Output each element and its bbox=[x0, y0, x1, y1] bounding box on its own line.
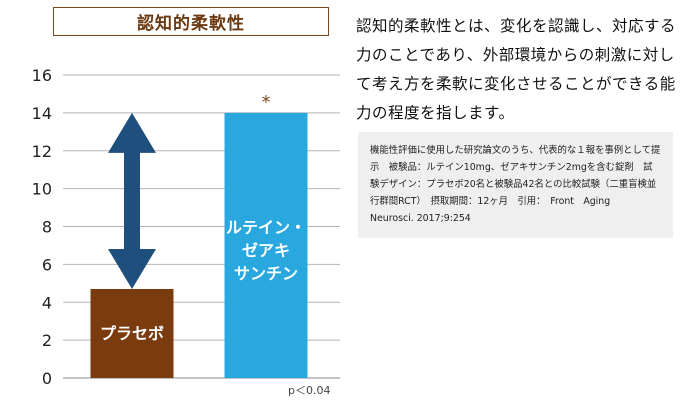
bar-label: ゼアキ bbox=[242, 241, 290, 260]
bar-label: ルテイン・ bbox=[226, 218, 306, 237]
y-tick-label: 0 bbox=[42, 369, 52, 388]
significance-marker: * bbox=[262, 92, 271, 113]
bar-labels: プラセボ ルテイン・ゼアキサンチン bbox=[100, 218, 306, 343]
bar-label: サンチン bbox=[234, 264, 298, 283]
p-value-note: p＜0.04 bbox=[288, 384, 330, 397]
y-tick-label: 14 bbox=[32, 104, 52, 123]
y-tick-label: 2 bbox=[42, 331, 52, 350]
y-tick-label: 12 bbox=[32, 142, 52, 161]
bar-chart: 0 2 4 6 8 10 12 14 16 プラセボ ルテイン・ゼアキサンチン * p＜0.04 bbox=[32, 66, 340, 397]
y-tick-label: 16 bbox=[32, 66, 52, 85]
chart-title: 認知的柔軟性 bbox=[53, 7, 329, 36]
difference-arrow bbox=[108, 112, 156, 289]
description-text: 認知的柔軟性とは、変化を認識し、対応する力のことであり、外部環境からの刺激に対し… bbox=[356, 17, 677, 122]
y-tick-label: 6 bbox=[42, 255, 52, 274]
bar-1 bbox=[90, 288, 174, 378]
y-tick-label: 10 bbox=[32, 180, 52, 199]
bar-label: プラセボ bbox=[100, 324, 164, 343]
study-note: 機能性評価に使用した研究論文のうち、代表的な１報を事例として提示 被験品：ルテイ… bbox=[358, 132, 673, 238]
bars bbox=[90, 112, 308, 378]
y-axis-ticks: 0 2 4 6 8 10 12 14 16 bbox=[32, 66, 52, 388]
y-tick-label: 4 bbox=[42, 293, 52, 312]
difference-arrow-shape bbox=[108, 112, 156, 289]
y-tick-label: 8 bbox=[42, 218, 52, 237]
bar-2 bbox=[224, 112, 308, 378]
